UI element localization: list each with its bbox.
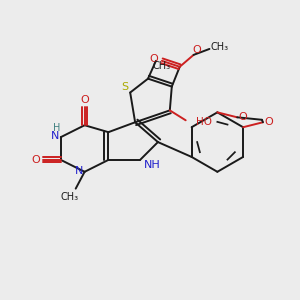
Text: CH₃: CH₃ — [210, 42, 228, 52]
Text: O: O — [265, 117, 273, 127]
Text: N: N — [74, 166, 83, 176]
Text: O: O — [80, 95, 89, 106]
Text: O: O — [239, 112, 248, 122]
Text: HO: HO — [196, 117, 211, 127]
Text: O: O — [192, 45, 201, 55]
Text: CH₃: CH₃ — [61, 192, 79, 202]
Text: O: O — [150, 54, 158, 64]
Text: H: H — [53, 123, 61, 133]
Text: S: S — [122, 82, 129, 92]
Text: O: O — [32, 155, 40, 165]
Text: N: N — [51, 131, 59, 141]
Text: NH: NH — [144, 160, 160, 170]
Text: CH₃: CH₃ — [153, 61, 171, 71]
